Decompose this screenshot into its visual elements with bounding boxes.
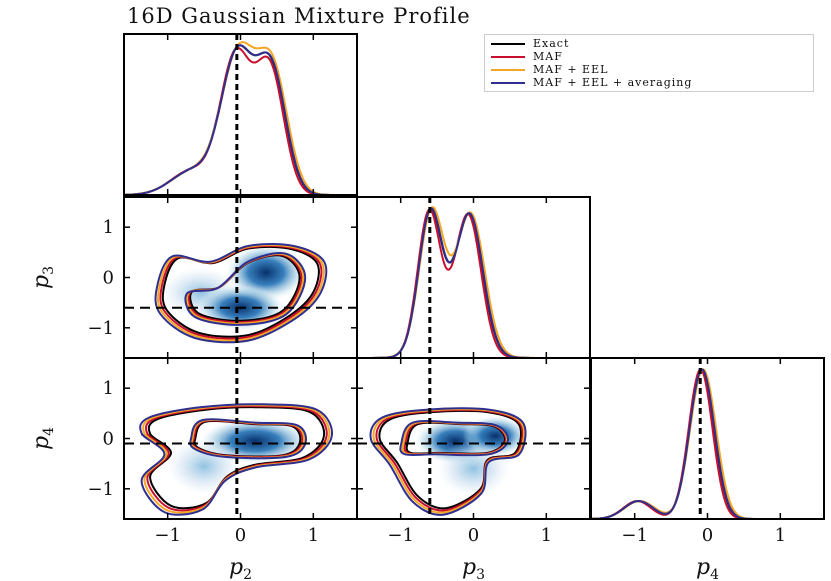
y-tick-label: 1 (103, 217, 114, 238)
marginal-panel-p4 (591, 358, 824, 519)
x-axis-label: p2 (229, 555, 252, 581)
y-tick-label: −1 (87, 479, 114, 500)
legend: Exact MAF MAF + EEL MAF + EEL + averagin… (484, 34, 814, 92)
legend-label: MAF (533, 50, 563, 63)
y-axis-label: p4 (29, 427, 57, 450)
density-shading (462, 415, 529, 457)
x-axis-label: p4 (696, 555, 719, 581)
legend-item-maf: MAF (491, 50, 807, 63)
marginal-panel-p2 (124, 34, 357, 195)
axis-label-subscript: 4 (710, 567, 719, 581)
axis-label-base: p (29, 275, 54, 289)
marginal-panel-p3 (357, 197, 590, 358)
axis-label-base: p (229, 555, 243, 580)
x-tick-label: 1 (775, 525, 786, 546)
series-line-maf (124, 46, 357, 195)
series-line-maf (591, 368, 824, 519)
legend-item-exact: Exact (491, 37, 807, 50)
series-line-maf-eel-averaging (124, 44, 357, 195)
series-line-maf-eel (124, 41, 357, 195)
y-tick-label: 0 (103, 429, 114, 450)
y-tick-label: 0 (103, 268, 114, 289)
density-shading (167, 438, 241, 494)
legend-label: Exact (533, 37, 570, 50)
axis-label-subscript: 3 (41, 266, 57, 275)
legend-label: MAF + EEL (533, 63, 609, 76)
axis-label-base: p (696, 555, 710, 580)
contour-maf-eel-averaging (369, 407, 527, 516)
panel-frame (123, 33, 358, 196)
legend-label: MAF + EEL + averaging (533, 76, 693, 89)
x-axis-label: p3 (462, 555, 485, 581)
contour-maf-eel-averaging (399, 420, 509, 457)
x-tick-label: 0 (468, 525, 479, 546)
x-tick-label: −1 (387, 525, 414, 546)
joint-panel-p2-p4 (124, 358, 357, 519)
contour-maf-eel-averaging (139, 403, 333, 516)
y-tick-label: 1 (103, 378, 114, 399)
contour-maf-eel-averaging (184, 252, 307, 326)
axis-label-subscript: 4 (41, 427, 57, 436)
axis-label-base: p (29, 436, 54, 450)
y-axis-label: p3 (29, 266, 57, 289)
x-tick-label: 1 (541, 525, 552, 546)
series-line-maf-eel-averaging (357, 207, 590, 358)
x-tick-label: −1 (154, 525, 181, 546)
x-tick-label: −1 (621, 525, 648, 546)
chart-title: 16D Gaussian Mixture Profile (127, 4, 471, 28)
joint-panel-p3-p4 (357, 358, 590, 519)
legend-item-maf-eel: MAF + EEL (491, 63, 807, 76)
y-tick-label: −1 (87, 318, 114, 339)
axis-label-subscript: 3 (476, 567, 485, 581)
x-tick-label: 0 (702, 525, 713, 546)
series-line-exact (124, 44, 357, 195)
series-line-maf-eel-averaging (591, 368, 824, 519)
contour-maf-eel-averaging (154, 242, 328, 344)
legend-item-maf-eel-avg: MAF + EEL + averaging (491, 76, 807, 89)
x-tick-label: 0 (235, 525, 246, 546)
axis-label-subscript: 2 (243, 567, 252, 581)
joint-panel-p2-p3 (124, 197, 357, 358)
axis-label-base: p (462, 555, 476, 580)
series-line-maf (357, 208, 590, 358)
x-tick-label: 1 (308, 525, 319, 546)
